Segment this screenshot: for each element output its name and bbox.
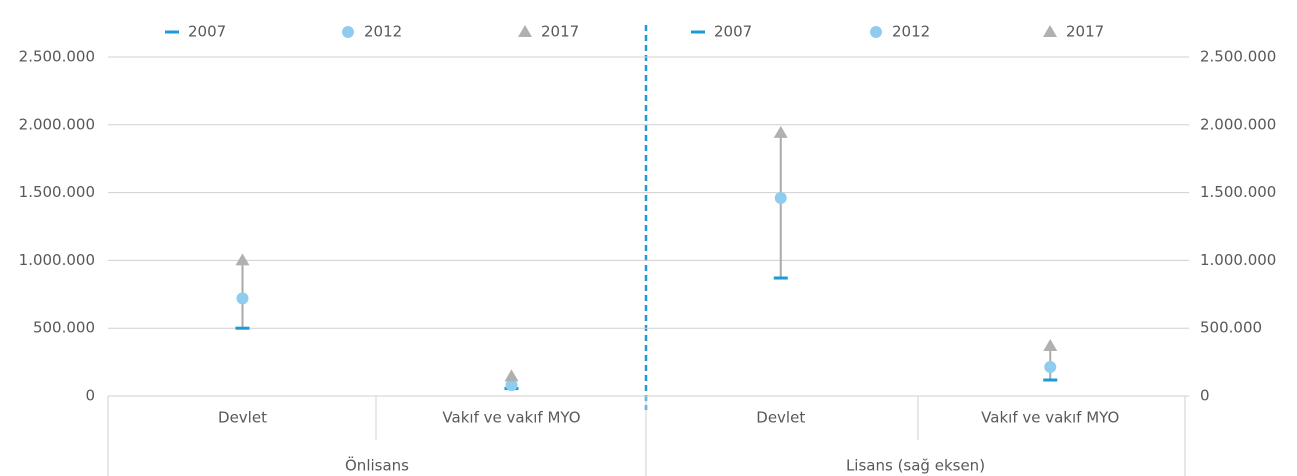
y2-tick-label: 1.000.000 <box>1200 251 1276 269</box>
x-tick-label: Devlet <box>756 409 805 427</box>
legend-marker <box>342 26 354 38</box>
x-tick-label: Vakıf ve vakıf MYO <box>981 409 1119 427</box>
legend-marker <box>691 30 705 34</box>
y-tick-label: 1.000.000 <box>19 251 95 269</box>
dot-marker <box>505 379 518 392</box>
legend-marker <box>518 25 532 37</box>
y-tick-label: 0 <box>85 387 95 405</box>
dot-marker <box>236 292 249 305</box>
y2-tick-label: 500.000 <box>1200 319 1262 337</box>
legend-marker <box>165 30 179 34</box>
dot-marker <box>235 326 250 330</box>
legend-label: 2017 <box>1066 23 1104 41</box>
group-label: Önlisans <box>345 456 409 475</box>
dot-marker <box>1044 360 1057 373</box>
y-tick-label: 500.000 <box>33 319 95 337</box>
y-tick-label: 1.500.000 <box>19 183 95 201</box>
legend-label: 2007 <box>714 23 752 41</box>
y-tick-label: 2.000.000 <box>19 115 95 133</box>
y2-tick-label: 0 <box>1200 387 1210 405</box>
legend-label: 2017 <box>541 23 579 41</box>
dot-marker <box>1043 338 1058 351</box>
legend-label: 2012 <box>892 23 930 41</box>
legend-marker <box>1043 25 1057 37</box>
dot-marker <box>774 192 787 205</box>
y-tick-label: 2.500.000 <box>19 48 95 66</box>
x-tick-label: Devlet <box>218 409 267 427</box>
legend-marker <box>870 26 882 38</box>
dot-marker <box>773 125 788 138</box>
dot-marker <box>1043 378 1058 382</box>
legend-label: 2012 <box>364 23 402 41</box>
dot-marker <box>504 369 519 382</box>
x-tick-label: Vakıf ve vakıf MYO <box>442 409 580 427</box>
y2-tick-label: 1.500.000 <box>1200 183 1276 201</box>
dot-marker <box>773 276 788 280</box>
dot-marker <box>235 253 250 266</box>
group-label: Lisans (sağ eksen) <box>846 457 985 475</box>
y2-tick-label: 2.500.000 <box>1200 48 1276 66</box>
y2-tick-label: 2.000.000 <box>1200 115 1276 133</box>
legend-label: 2007 <box>188 23 226 41</box>
